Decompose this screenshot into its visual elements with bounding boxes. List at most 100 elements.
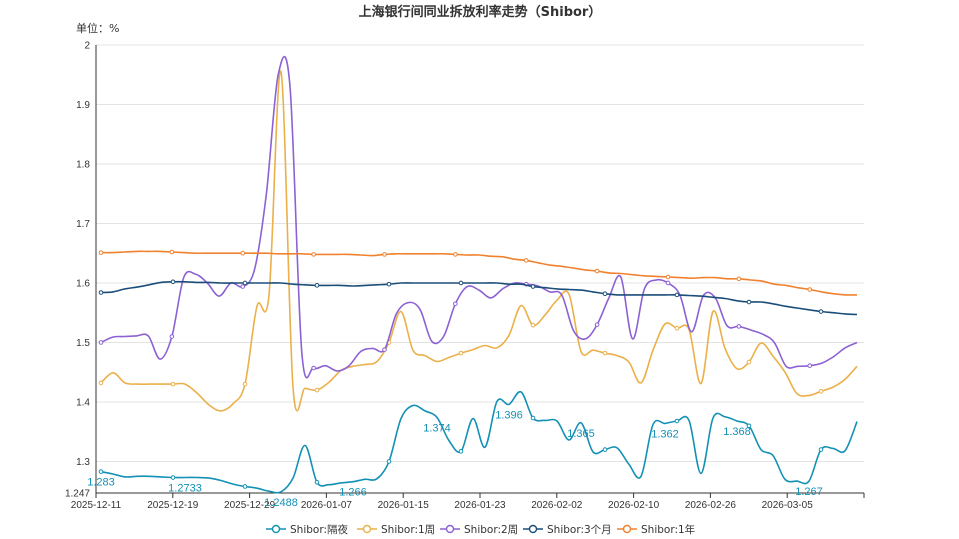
series-point <box>665 280 671 286</box>
series-point <box>746 359 752 365</box>
legend: Shibor:隔夜 Shibor:1周 Shibor:2周 Shibor:3个月 Shi… <box>266 523 695 536</box>
series-point <box>314 387 320 393</box>
data-label: 1.374 <box>423 422 451 434</box>
series-point <box>98 469 104 474</box>
x-tick-label: 2026-02-02 <box>531 500 583 511</box>
x-tick-label: 2026-01-15 <box>378 500 430 511</box>
series-point <box>594 322 600 327</box>
legend-marker <box>362 524 372 534</box>
series-point <box>746 299 752 305</box>
legend-label: Shibor:2周 <box>464 524 518 536</box>
series-point <box>602 350 608 356</box>
series-point <box>807 287 813 292</box>
series-point <box>458 280 464 286</box>
x-tick-label: 2026-02-26 <box>685 500 737 511</box>
series-point <box>594 268 600 274</box>
chart-title: 上海银行间同业拆放利率走势（Shibor） <box>359 4 602 20</box>
series-point <box>674 325 680 331</box>
legend-marker <box>528 524 538 534</box>
series-point <box>170 279 176 285</box>
legend-label: Shibor:隔夜 <box>290 523 348 536</box>
series-point <box>382 252 387 257</box>
y-tick-label: 2 <box>84 41 90 52</box>
y-tick-label: 1.6 <box>76 278 90 289</box>
series-point <box>530 322 536 328</box>
series-line-3 <box>100 280 858 316</box>
data-label: 1.2488 <box>264 497 298 509</box>
data-label: 1.266 <box>339 487 367 499</box>
series-point <box>736 324 742 329</box>
series-point <box>98 290 104 295</box>
series-point <box>818 447 824 452</box>
legend-marker <box>622 524 632 534</box>
series-point <box>169 249 175 255</box>
data-label: 1.368 <box>723 426 751 438</box>
legend-label: Shibor:3个月 <box>547 524 612 536</box>
series-point <box>242 484 248 489</box>
data-label: 1.362 <box>651 428 679 440</box>
series-point <box>386 459 392 464</box>
series-line-1 <box>100 70 858 412</box>
series-point <box>530 415 536 421</box>
legend-marker <box>271 524 281 534</box>
series-point <box>674 418 680 424</box>
data-labels: 1.283 1.2733 1.2488 1.266 1.374 1.396 1.365 1.3… <box>87 409 823 508</box>
series-point <box>314 479 320 485</box>
x-tick-label: 2025-12-29 <box>224 500 276 511</box>
series-point <box>453 252 458 257</box>
series-point <box>807 363 813 368</box>
series-point <box>382 347 387 352</box>
series-point <box>602 447 608 452</box>
x-tick-label: 2026-01-23 <box>454 500 506 511</box>
x-tick-label: 2025-12-19 <box>147 500 199 511</box>
series-point <box>311 365 316 371</box>
series-point <box>386 281 392 287</box>
data-label: 1.365 <box>567 428 595 440</box>
series-point <box>311 252 316 257</box>
series-lines <box>98 55 858 494</box>
series-point <box>746 423 752 429</box>
y-tick-label: 1.8 <box>76 159 90 170</box>
series-point <box>674 292 680 298</box>
x-tick-label: 2025-12-11 <box>71 500 122 511</box>
y-tick-label: 1.5 <box>76 338 90 349</box>
series-point <box>98 380 104 386</box>
series-point <box>240 284 246 289</box>
y-tick-label: 1.4 <box>76 397 90 408</box>
series-line-0 <box>100 390 858 494</box>
series-point <box>170 381 176 387</box>
series-point <box>169 334 175 339</box>
series-point <box>602 291 608 296</box>
data-label: 1.396 <box>495 409 523 421</box>
series-point <box>242 280 248 286</box>
series-point <box>665 274 671 280</box>
series-point <box>242 381 248 387</box>
data-label: 1.267 <box>795 486 823 498</box>
data-label: 1.2733 <box>168 483 202 495</box>
x-tick-label: 2026-03-05 <box>762 500 814 511</box>
y-tick-label: 1.7 <box>76 219 90 230</box>
series-point <box>170 475 176 480</box>
legend-label: Shibor:1年 <box>641 523 695 536</box>
series-point <box>818 388 824 394</box>
series-point <box>458 350 464 356</box>
series-point <box>818 309 824 314</box>
data-label: 1.283 <box>87 477 115 489</box>
series-point <box>453 301 458 307</box>
y-axis-min-label: 1.247 <box>65 489 90 500</box>
series-point <box>523 258 529 263</box>
series-point <box>736 276 742 282</box>
series-point <box>314 283 320 288</box>
series-point <box>98 340 104 345</box>
series-point <box>240 250 246 256</box>
series-line-4 <box>100 250 858 296</box>
unit-label: 单位：% <box>76 21 119 35</box>
y-tick-label: 1.9 <box>76 100 90 111</box>
y-tick-label: 1.3 <box>76 457 90 468</box>
series-point <box>98 250 104 255</box>
legend-marker <box>445 524 455 534</box>
series-point <box>458 449 464 454</box>
x-tick-label: 2026-02-10 <box>608 500 660 511</box>
